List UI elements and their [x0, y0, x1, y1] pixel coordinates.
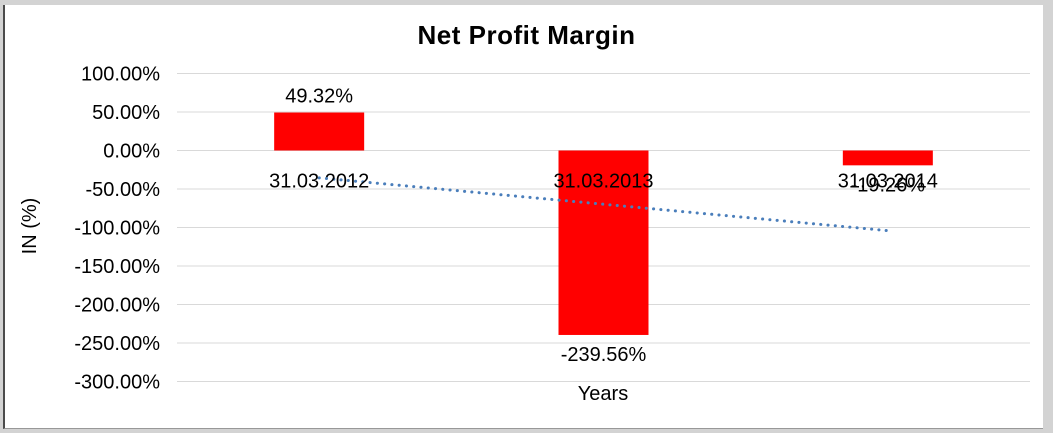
y-axis-title: IN (%) — [19, 198, 41, 255]
category-label: 31.03.2014 — [838, 171, 938, 193]
labels-group: 31.03.2012 49.32% 31.03.2013 -239.56% 31.03.… — [269, 86, 938, 366]
trendline-group — [317, 176, 890, 233]
y-tick-label: 100.00% — [81, 64, 160, 86]
data-label: -19.26% — [851, 174, 926, 196]
chart-title: Net Profit Margin — [417, 20, 636, 50]
trendline — [317, 176, 890, 233]
y-tick-label: -200.00% — [74, 295, 160, 317]
chart-surface — [3, 5, 1043, 429]
bars-group — [274, 112, 933, 335]
bar — [274, 112, 365, 151]
bar — [842, 150, 933, 166]
y-tick-label: 0.00% — [103, 141, 160, 163]
x-axis-title: Years — [578, 383, 628, 405]
y-tick-label: -100.00% — [74, 218, 160, 240]
data-label: 49.32% — [285, 86, 353, 108]
y-tick-label: -150.00% — [74, 256, 160, 278]
y-tick-label: -300.00% — [74, 372, 160, 394]
y-tick-label: 50.00% — [92, 102, 160, 124]
y-tick-label: -250.00% — [74, 333, 160, 355]
category-label: 31.03.2012 — [269, 171, 369, 193]
bar — [558, 150, 649, 335]
data-label: -239.56% — [561, 344, 647, 366]
category-label: 31.03.2013 — [553, 171, 653, 193]
y-tick-label: -50.00% — [86, 179, 161, 201]
y-tick-labels-group: 100.00% 50.00% 0.00% -50.00% -100.00% -150.00… — [74, 64, 160, 394]
